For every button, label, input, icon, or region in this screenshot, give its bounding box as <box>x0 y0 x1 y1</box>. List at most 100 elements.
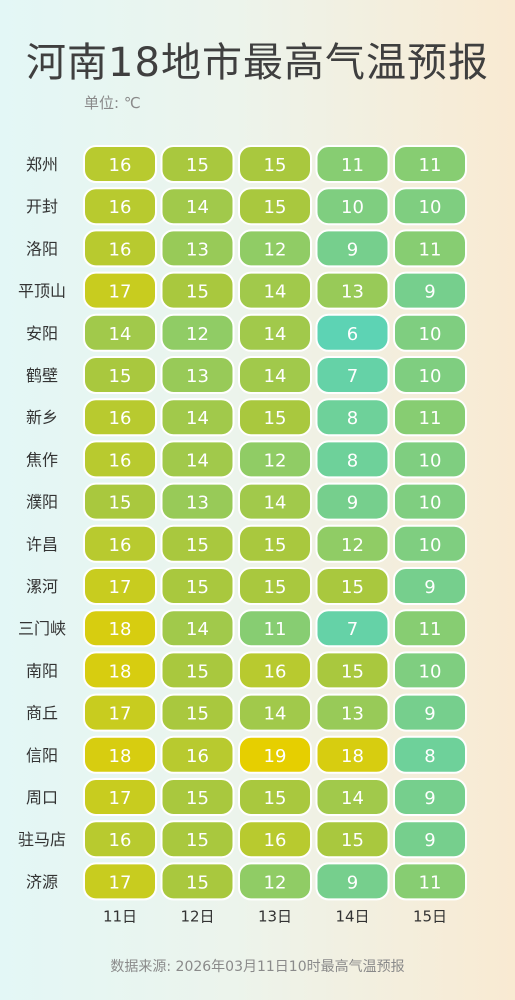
cell-value-label: 16 <box>264 830 287 851</box>
cell-value-label: 15 <box>264 155 287 176</box>
row-label: 许昌 <box>26 535 58 554</box>
heatmap-cell <box>315 651 390 690</box>
heatmap-cell <box>238 735 312 774</box>
cell-value-label: 14 <box>264 366 287 387</box>
row-label: 济源 <box>26 872 58 891</box>
cell-value-label: 8 <box>347 408 358 429</box>
heatmap-cell <box>160 356 235 394</box>
row-label: 信阳 <box>26 746 58 765</box>
cell-value-label: 12 <box>264 450 287 471</box>
heatmap-cell <box>315 778 390 816</box>
cell-value-label: 15 <box>109 493 132 514</box>
cell-value-label: 11 <box>264 619 287 640</box>
cell-value-label: 9 <box>347 239 358 260</box>
heatmap-cell <box>238 145 312 183</box>
cell-value-label: 18 <box>109 619 132 640</box>
row-label: 三门峡 <box>18 619 66 638</box>
heatmap-cell <box>393 609 467 648</box>
heatmap-cell <box>83 693 157 732</box>
cell-value-label: 18 <box>109 661 132 682</box>
heatmap-cell <box>160 651 235 690</box>
cell-value-label: 14 <box>264 704 287 725</box>
cell-value-label: 15 <box>186 155 209 176</box>
cell-value-label: 9 <box>347 493 358 514</box>
cell-value-label: 9 <box>347 872 358 893</box>
heatmap-cell <box>83 271 157 310</box>
heatmap-cell <box>160 398 235 437</box>
heatmap-cell <box>315 313 390 352</box>
cell-value-label: 15 <box>186 830 209 851</box>
heatmap-cell <box>160 524 235 563</box>
heatmap-cell <box>83 524 157 563</box>
heatmap-cell <box>83 609 157 648</box>
heatmap-cell <box>393 820 467 859</box>
row-label: 南阳 <box>26 661 58 680</box>
cell-value-label: 14 <box>186 197 209 218</box>
cell-value-label: 11 <box>341 155 364 176</box>
row-label: 鹤壁 <box>26 366 58 385</box>
heatmap-cell <box>315 398 390 437</box>
cell-value-label: 15 <box>341 661 364 682</box>
cell-value-label: 10 <box>419 197 442 218</box>
heatmap-cell <box>83 651 157 690</box>
heatmap-cell <box>160 862 235 901</box>
heatmap-cell <box>238 567 312 605</box>
cell-value-label: 10 <box>419 493 442 514</box>
heatmap-cell <box>238 693 312 732</box>
cell-value-label: 15 <box>186 282 209 303</box>
cell-value-label: 15 <box>264 788 287 809</box>
cell-value-label: 11 <box>419 239 442 260</box>
cell-value-label: 9 <box>424 830 435 851</box>
cell-value-label: 19 <box>264 746 287 767</box>
heatmap-cell <box>393 778 467 816</box>
row-label: 新乡 <box>26 408 58 427</box>
heatmap-cell <box>83 735 157 774</box>
heatmap-cell <box>238 440 312 479</box>
cell-value-label: 13 <box>341 282 364 303</box>
heatmap-cell <box>393 651 467 690</box>
heatmap-cell <box>83 187 157 226</box>
cell-value-label: 17 <box>109 577 132 598</box>
cell-value-label: 10 <box>419 661 442 682</box>
row-label: 安阳 <box>26 324 58 343</box>
heatmap-cell <box>238 313 312 352</box>
cell-value-label: 13 <box>186 239 209 260</box>
heatmap-cell <box>393 356 467 394</box>
heatmap-cell <box>83 313 157 352</box>
heatmap-cell <box>238 229 312 268</box>
cell-value-label: 16 <box>109 830 132 851</box>
cell-value-label: 15 <box>186 577 209 598</box>
cell-value-label: 15 <box>341 830 364 851</box>
heatmap-cell <box>393 313 467 352</box>
heatmap-cell <box>160 145 235 183</box>
cell-value-label: 16 <box>109 155 132 176</box>
temperature-heatmap: 郑州 16 15 15 11 11 开封 16 14 15 10 10 洛阳 16 13 12 9 11 平顶山 17… <box>18 145 467 926</box>
heatmap-cell <box>393 187 467 226</box>
heatmap-cell <box>160 482 235 521</box>
heatmap-cell <box>315 735 390 774</box>
heatmap-cell <box>83 229 157 268</box>
cell-value-label: 15 <box>186 872 209 893</box>
heatmap-cell <box>238 778 312 816</box>
cell-value-label: 15 <box>186 704 209 725</box>
cell-value-label: 14 <box>186 408 209 429</box>
x-tick-label: 14日 <box>335 908 369 926</box>
cell-value-label: 16 <box>109 450 132 471</box>
heatmap-cell <box>393 735 467 774</box>
cell-value-label: 15 <box>186 788 209 809</box>
heatmap-cell <box>160 187 235 226</box>
heatmap-cell <box>238 482 312 521</box>
cell-value-label: 15 <box>264 197 287 218</box>
heatmap-cell <box>83 482 157 521</box>
cell-value-label: 17 <box>109 282 132 303</box>
cell-value-label: 16 <box>186 746 209 767</box>
cell-value-label: 12 <box>186 324 209 345</box>
heatmap-cell <box>393 567 467 605</box>
row-label: 濮阳 <box>26 493 58 512</box>
cell-value-label: 15 <box>186 535 209 556</box>
heatmap-cell <box>238 820 312 859</box>
cell-value-label: 11 <box>419 155 442 176</box>
heatmap-cell <box>83 356 157 394</box>
cell-value-label: 16 <box>109 197 132 218</box>
heatmap-cell <box>315 271 390 310</box>
